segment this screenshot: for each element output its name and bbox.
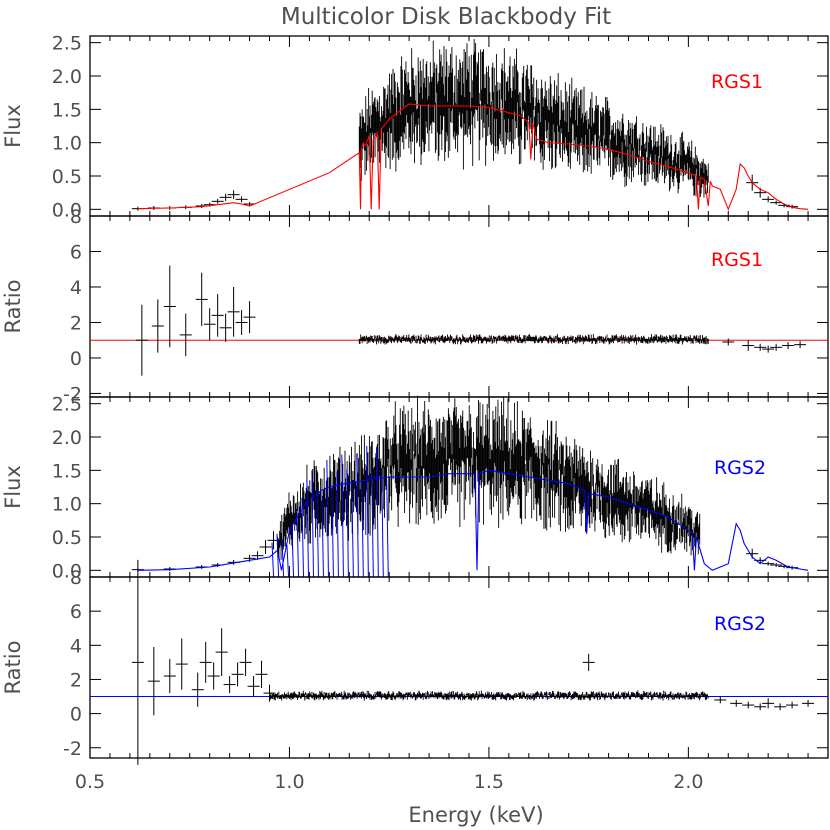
- y-axis-title: Ratio: [1, 280, 25, 334]
- model-dropout: [336, 472, 339, 578]
- y-tick-label: 2.5: [52, 33, 82, 55]
- model-dropout: [301, 497, 305, 578]
- model-dropout: [351, 483, 354, 578]
- y-tick-label: 2.5: [52, 394, 82, 416]
- y-tick-label: 4: [70, 277, 82, 299]
- model-dropout: [381, 472, 384, 578]
- x-tick-label: 2.0: [673, 771, 703, 793]
- rgs2-ratio-panel: -2 0 2 4 6 8 0.5 1.0 1.5 2.0 Ratio RGS2: [1, 559, 829, 793]
- panel-label: RGS1: [711, 249, 763, 271]
- x-tick-label: 1.0: [274, 771, 304, 793]
- y-tick-label: 0: [70, 348, 82, 370]
- model-dropout: [341, 454, 344, 578]
- model-dropout: [386, 480, 389, 578]
- y-tick-label: 6: [70, 601, 82, 623]
- x-tick-label: 0.5: [75, 771, 105, 793]
- panels: 0.0 0.5 1.0 1.5 2.0 2.5 Flux RGS1 -2 0 2 4 6 8 Ratio RG…: [1, 33, 829, 793]
- y-tick-label: 1.0: [52, 494, 82, 516]
- y-tick-label: 0.0: [52, 560, 82, 582]
- y-tick-label: 0.5: [52, 527, 82, 549]
- model-dropout: [311, 470, 314, 578]
- model-dropout: [271, 542, 275, 578]
- model-dropout: [331, 487, 334, 578]
- model-dropout: [291, 526, 295, 578]
- noise-error-bars: [269, 690, 709, 701]
- model-line: [137, 469, 809, 571]
- model-dropout: [361, 482, 364, 578]
- y-tick-label: 1.0: [52, 133, 82, 155]
- y-tick-label: 0.0: [52, 199, 82, 221]
- rgs1-flux-panel: 0.0 0.5 1.0 1.5 2.0 2.5 Flux RGS1: [1, 33, 829, 221]
- y-tick-label: 0.5: [52, 166, 82, 188]
- model-dropout: [306, 479, 310, 578]
- rgs1-ratio-panel: -2 0 2 4 6 8 Ratio RGS1: [1, 206, 829, 405]
- y-axis-title: Flux: [1, 104, 25, 148]
- model-dropout: [356, 454, 359, 578]
- rgs2-flux-panel: 0.0 0.5 1.0 1.5 2.0 2.5 Flux RGS2: [1, 394, 829, 582]
- panel-label: RGS2: [714, 457, 766, 479]
- y-tick-label: 4: [70, 635, 82, 657]
- y-tick-label: 2.0: [52, 66, 82, 88]
- model-dropout: [376, 446, 379, 578]
- noise-error-bars: [358, 334, 709, 345]
- y-tick-label: -2: [63, 738, 82, 760]
- model-dropout: [276, 533, 280, 578]
- panel-label: RGS1: [711, 71, 763, 93]
- y-tick-label: 6: [70, 241, 82, 263]
- figure-title: Multicolor Disk Blackbody Fit: [281, 4, 611, 30]
- model-line: [137, 103, 809, 211]
- model-dropout: [296, 508, 300, 578]
- x-axis-title: Energy (keV): [408, 803, 543, 827]
- model-dropout: [346, 469, 349, 578]
- noise-error-bars: [358, 39, 709, 198]
- y-axis-title: Ratio: [1, 641, 25, 695]
- panel-label: RGS2: [714, 613, 766, 635]
- model-dropout: [286, 545, 290, 578]
- y-tick-label: 8: [70, 567, 82, 589]
- model-dropout: [316, 489, 319, 578]
- y-axis-title: Flux: [1, 465, 25, 509]
- y-tick-label: 2.0: [52, 427, 82, 449]
- plot-frame: [89, 576, 829, 759]
- x-tick-label: 1.5: [474, 771, 504, 793]
- model-dropout: [366, 445, 369, 578]
- model-dropout: [326, 460, 329, 578]
- y-tick-label: 8: [70, 206, 82, 228]
- y-tick-label: 1.5: [52, 460, 82, 482]
- y-tick-label: 1.5: [52, 99, 82, 121]
- model-dropout: [281, 539, 285, 578]
- y-tick-label: 2: [70, 669, 82, 691]
- model-dropout: [321, 492, 324, 578]
- y-tick-label: -2: [63, 383, 82, 405]
- model-dropout: [371, 471, 374, 578]
- y-tick-label: 0: [70, 704, 82, 726]
- y-tick-label: 2: [70, 312, 82, 334]
